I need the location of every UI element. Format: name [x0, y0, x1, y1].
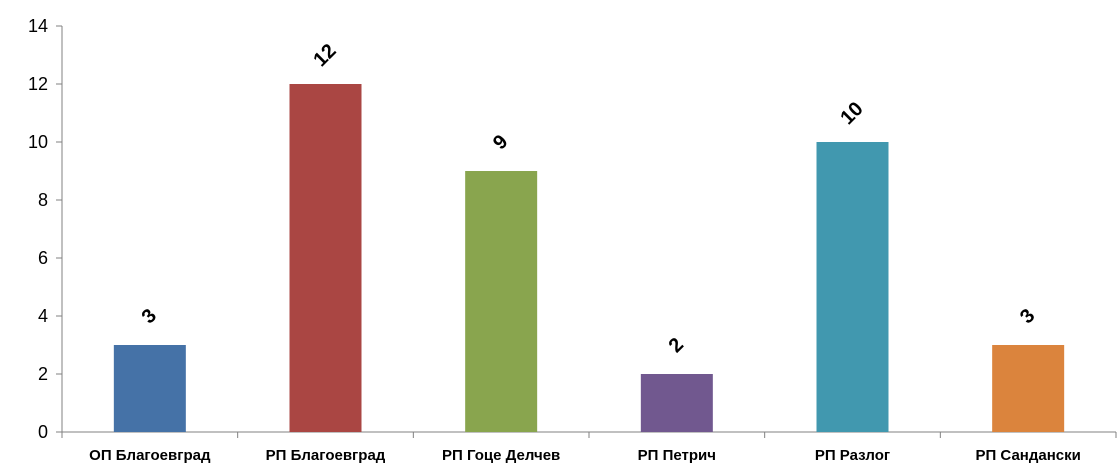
category-labels: ОП Благоевград РП Благоевград РП Гоце Делч…: [89, 447, 1081, 464]
y-tick-label: 10: [28, 132, 48, 152]
bar: [816, 142, 889, 432]
x-tick-label: РП Петрич: [638, 447, 716, 464]
bar: [289, 84, 362, 432]
bar: [640, 374, 713, 432]
x-tick-label: РП Сандански: [975, 447, 1080, 464]
x-tick-label: РП Благоевград: [266, 447, 386, 464]
y-tick-label: 6: [38, 248, 48, 268]
bar: [992, 345, 1065, 432]
y-tick-label: 8: [38, 190, 48, 210]
bar: [465, 171, 538, 432]
data-label: 12: [309, 40, 340, 71]
data-label: 2: [665, 334, 688, 357]
x-tick-label: ОП Благоевград: [89, 447, 211, 464]
y-tick-label: 4: [38, 306, 48, 326]
data-label: 10: [836, 98, 867, 129]
y-tick-label: 0: [38, 422, 48, 442]
bar: [113, 345, 186, 432]
data-label: 3: [1016, 305, 1039, 328]
y-tick-label: 2: [38, 364, 48, 384]
data-labels: 3 12 9 2 10 3: [138, 40, 1040, 357]
data-label: 3: [138, 305, 161, 328]
y-tick-label: 12: [28, 74, 48, 94]
y-axis-ticks: 0 2 4 6 8 10 12 14: [28, 16, 62, 442]
data-label: 9: [489, 131, 512, 154]
x-tick-label: РП Гоце Делчев: [442, 447, 560, 464]
y-tick-label: 14: [28, 16, 48, 36]
x-axis: [61, 431, 1117, 438]
x-tick-label: РП Разлог: [815, 447, 890, 464]
bars: [113, 84, 1065, 432]
